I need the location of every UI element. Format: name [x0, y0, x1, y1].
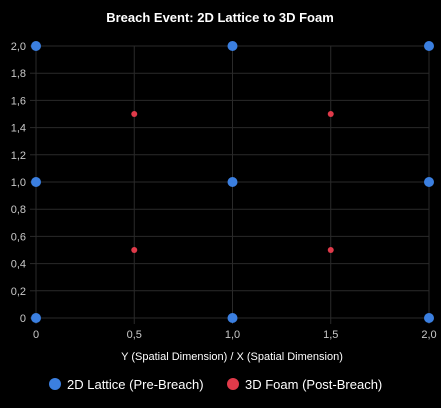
lattice-point[interactable]	[227, 41, 238, 51]
legend-label: 2D Lattice (Pre-Breach)	[67, 377, 204, 392]
y-tick-label: 1,2	[11, 150, 26, 162]
lattice-point[interactable]	[31, 177, 41, 187]
foam-point[interactable]	[327, 247, 334, 253]
lattice-point[interactable]	[227, 177, 238, 187]
legend-item-foam[interactable]: 3D Foam (Post-Breach)	[227, 377, 382, 392]
lattice-point[interactable]	[227, 313, 238, 323]
x-tick-label: 2,0	[421, 329, 436, 341]
legend-item-lattice[interactable]: 2D Lattice (Pre-Breach)	[49, 377, 204, 392]
foam-point[interactable]	[131, 111, 138, 117]
foam-point[interactable]	[327, 111, 334, 117]
y-tick-label: 0,8	[11, 204, 26, 216]
series-lattice	[31, 41, 434, 323]
legend-label: 3D Foam (Post-Breach)	[245, 377, 382, 392]
axis-ticks: 0 0,2 0,4 0,6 0,8 1,0 1,2 1,4 1,6 1,8 2,0 0 0,5 1,0 1,…	[11, 41, 437, 341]
chart-title: Breach Event: 2D Lattice to 3D Foam	[106, 10, 334, 25]
y-tick-label: 1,8	[11, 68, 26, 80]
y-tick-label: 0,4	[11, 259, 26, 271]
x-tick-label: 1,5	[323, 329, 338, 341]
x-axis-label: Y (Spatial Dimension) / X (Spatial Dimen…	[121, 351, 343, 363]
data-points	[31, 41, 434, 323]
y-tick-label: 2,0	[11, 41, 26, 53]
lattice-point[interactable]	[31, 313, 41, 323]
x-tick-label: 0,5	[127, 329, 142, 341]
lattice-point[interactable]	[424, 313, 434, 323]
y-tick-label: 1,6	[11, 95, 26, 107]
legend-swatch-icon	[227, 378, 239, 390]
y-tick-label: 1,0	[11, 177, 26, 189]
series-foam	[131, 111, 334, 253]
lattice-point[interactable]	[31, 41, 41, 51]
legend[interactable]: 2D Lattice (Pre-Breach) 3D Foam (Post-Bre…	[49, 377, 382, 392]
y-tick-label: 0,6	[11, 231, 26, 243]
y-tick-label: 0,2	[11, 286, 26, 298]
foam-point[interactable]	[131, 247, 138, 253]
legend-swatch-icon	[49, 378, 61, 390]
y-tick-label: 1,4	[11, 123, 26, 135]
lattice-point[interactable]	[424, 177, 434, 187]
x-tick-label: 0	[33, 329, 39, 341]
y-tick-label: 0	[20, 313, 26, 325]
x-tick-label: 1,0	[225, 329, 240, 341]
lattice-point[interactable]	[424, 41, 434, 51]
